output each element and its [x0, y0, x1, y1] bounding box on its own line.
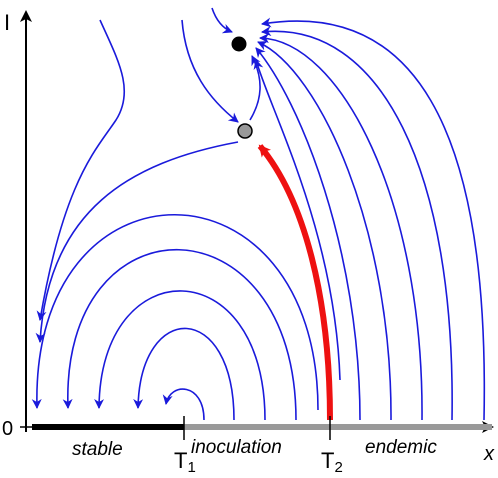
t2-base: T: [321, 448, 334, 473]
stable-endemic-point: [231, 36, 247, 52]
trajectory-13: [261, 26, 453, 421]
origin-label: 0: [2, 418, 13, 440]
highlight-trajectory: [257, 144, 333, 421]
region-inoculation-label: inoculation: [191, 437, 282, 458]
region-endemic-label: endemic: [365, 437, 437, 458]
saddle-point: [237, 123, 253, 139]
trajectory-5: [31, 214, 319, 411]
t2-label: T2: [321, 448, 343, 476]
trajectory-8: [181, 19, 239, 123]
trajectory-11: [257, 41, 392, 421]
trajectory-2: [133, 327, 235, 421]
trajectory-16: [249, 55, 261, 121]
t1-label: T1: [174, 448, 196, 476]
x-axis-label: x: [483, 443, 495, 465]
trajectory-6: [35, 141, 239, 343]
t2-subscript: 2: [334, 459, 342, 476]
trajectory-4: [62, 248, 297, 421]
trajectory-12: [259, 33, 423, 421]
trajectory-14: [261, 17, 486, 421]
region-stable-label: stable: [72, 439, 123, 460]
trajectory-7: [36, 19, 126, 321]
trajectory-9: [211, 7, 233, 34]
t1-subscript: 1: [187, 459, 195, 476]
flow-lines: [31, 7, 486, 421]
trajectory-10: [255, 47, 361, 421]
trajectory-3: [94, 290, 266, 421]
trajectory-1: [162, 388, 205, 421]
trajectory-15: [253, 59, 341, 381]
y-axis-label: I: [4, 10, 10, 35]
t1-base: T: [174, 448, 187, 473]
